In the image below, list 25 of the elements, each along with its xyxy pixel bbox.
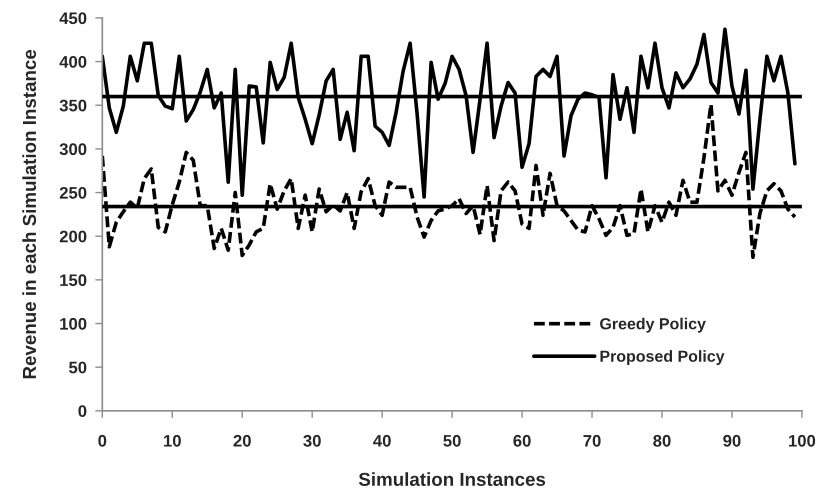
y-tick-label: 400 bbox=[59, 56, 86, 68]
y-axis-title: Revenue in each Simulation Instance bbox=[22, 50, 36, 378]
x-tick-label: 100 bbox=[789, 434, 816, 447]
y-tick-label: 350 bbox=[60, 100, 86, 112]
x-tick-label: 90 bbox=[723, 434, 741, 447]
legend-label: Greedy Policy bbox=[600, 318, 706, 333]
y-tick-label: 250 bbox=[60, 186, 86, 199]
y-tick-label: 50 bbox=[69, 362, 86, 374]
y-tick-label: 150 bbox=[60, 274, 86, 286]
x-tick-label: 30 bbox=[303, 434, 321, 447]
y-tick-label: 300 bbox=[60, 143, 86, 156]
y-tick-label: 100 bbox=[60, 318, 86, 330]
x-tick-label: 70 bbox=[583, 434, 601, 447]
x-tick-label: 20 bbox=[234, 434, 251, 447]
x-tick-label: 0 bbox=[98, 434, 106, 447]
x-tick-label: 40 bbox=[373, 434, 391, 447]
y-tick-label: 450 bbox=[59, 12, 86, 24]
x-axis-title: Simulation Instances bbox=[358, 472, 546, 486]
x-tick-label: 60 bbox=[513, 434, 531, 447]
x-tick-label: 10 bbox=[164, 434, 181, 447]
x-tick-label: 80 bbox=[653, 434, 671, 447]
legend-label: Proposed Policy bbox=[600, 350, 724, 366]
y-tick-label: 0 bbox=[78, 405, 86, 418]
y-tick-label: 200 bbox=[60, 230, 86, 242]
x-tick-label: 50 bbox=[443, 434, 461, 447]
